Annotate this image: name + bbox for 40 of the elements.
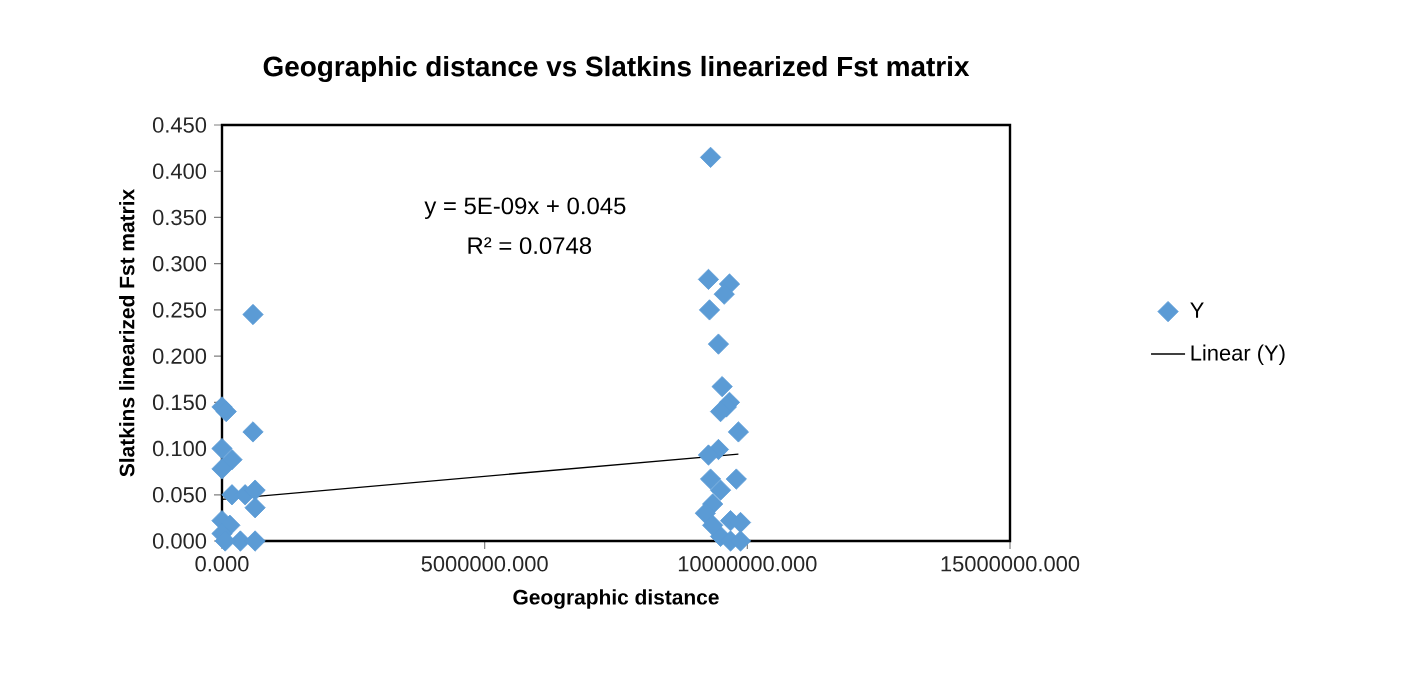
x-tick-label: 10000000.000 xyxy=(678,556,817,572)
point xyxy=(697,444,720,466)
y-tick-label: 0.250 xyxy=(152,302,207,318)
point xyxy=(697,268,720,290)
point xyxy=(709,479,732,501)
legend-label: Linear (Y) xyxy=(1191,344,1285,365)
x-tick-label: 15000000.000 xyxy=(941,556,1080,572)
y-tick-label: 0.200 xyxy=(152,348,207,364)
point xyxy=(725,468,747,490)
x-tick-label: 0.000 xyxy=(195,556,249,572)
annotation: R² = 0.0748 xyxy=(468,237,592,255)
legend-label: Y xyxy=(1190,302,1204,318)
point xyxy=(727,421,749,443)
point xyxy=(699,146,722,168)
point xyxy=(244,497,266,519)
point xyxy=(242,421,264,443)
point xyxy=(711,376,733,398)
x-tick-label: 5000000.000 xyxy=(421,556,548,572)
chart-title: Geographic distance vs Slatkins linearized Fst matrix xyxy=(263,55,970,82)
y-tick-label: 0.050 xyxy=(152,487,207,503)
point xyxy=(699,468,722,490)
y-tick-label: 0.300 xyxy=(152,255,207,272)
y-tick-label: 0.150 xyxy=(152,394,207,411)
y-tick-label: 0.000 xyxy=(152,533,207,549)
point xyxy=(698,299,721,321)
point xyxy=(211,437,233,460)
point xyxy=(242,303,264,326)
y-tick-label: 0.450 xyxy=(152,117,207,133)
annotation: y = 5E-09x + 0.045 xyxy=(424,197,626,220)
y-tick-label: 0.350 xyxy=(152,209,207,226)
point xyxy=(713,283,735,305)
point xyxy=(244,530,266,552)
y-axis-title: Slatkins linearized Fst matrix xyxy=(119,189,135,477)
point xyxy=(707,333,730,355)
y-tick-label: 0.400 xyxy=(152,163,207,179)
y-tick-label: 0.100 xyxy=(152,440,207,457)
x-axis-title: Geographic distance xyxy=(513,589,719,609)
point xyxy=(215,401,237,423)
point xyxy=(211,458,233,480)
point xyxy=(702,514,724,536)
